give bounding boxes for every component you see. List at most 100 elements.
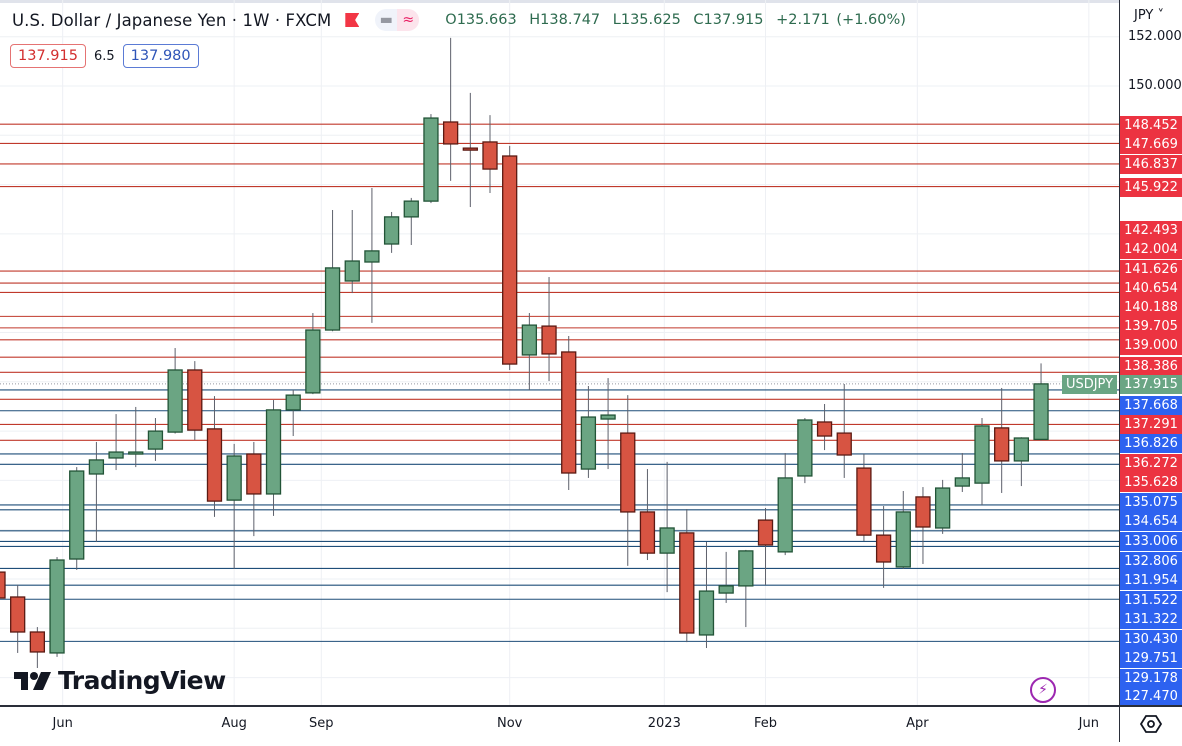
candle-down [994,427,1010,462]
candle-up [1033,383,1049,441]
lightning-icon[interactable]: ⚡ [1030,677,1056,703]
support-price-label: 129.178 [1120,668,1182,688]
resistance-price-label: 139.000 [1120,335,1182,355]
support-price-label: 131.954 [1120,570,1182,590]
candle-up [698,590,715,636]
top-border [0,0,1182,3]
resistance-price-label: 140.188 [1120,297,1182,317]
candle-up [777,477,793,553]
candle-up [954,477,970,487]
x-tick-label: Nov [496,716,523,731]
candlestick-chart[interactable] [0,0,1119,705]
spread-value: 6.5 [93,48,115,64]
candle-up [226,455,242,501]
candle-up [580,416,597,470]
candle-up [88,459,105,475]
candle-up [147,430,164,450]
change-value: +2.171 (+1.60%) [776,12,906,28]
open-value: O135.663 [445,12,517,28]
support-price-label: 130.430 [1120,629,1182,649]
approx-icon[interactable]: ≈ [397,9,420,31]
resistance-price-label: 145.922 [1120,177,1182,197]
indicator-toggle[interactable]: ▬ ≈ [375,9,420,31]
symbol-tag: USDJPY [1062,375,1117,394]
currency-dropdown[interactable]: JPY ˅ [1134,8,1164,23]
resistance-price-label: 142.493 [1120,220,1182,240]
candle-down [206,428,223,502]
resistance-price-label: 135.628 [1120,472,1182,492]
support-price-label: 129.751 [1120,648,1182,668]
quote-buttons: 137.915 6.5 137.980 [10,44,199,68]
resistance-price-label: 147.669 [1120,134,1182,154]
resistance-price-label: 138.386 [1120,356,1182,376]
candle-down [29,631,46,653]
flag-icon[interactable] [345,13,360,27]
settings-icon[interactable] [1120,707,1181,742]
settings-corner [1119,705,1182,742]
chart-legend: U.S. Dollar / Japanese Yen · 1W · FXCM ▬… [12,9,912,31]
minus-icon[interactable]: ▬ [379,12,393,28]
buy-button[interactable]: 137.980 [122,44,199,68]
x-tick-label: Aug [221,716,247,731]
resistance-price-label: 137.291 [1120,414,1182,434]
candle-down [10,596,26,633]
current-price-label: 137.915 [1120,375,1182,394]
x-tick-label: Jun [52,716,73,731]
candle-up [1013,437,1030,462]
support-price-label: 131.522 [1120,590,1182,610]
candle-up [305,329,321,394]
candle-down [482,141,498,170]
candle-up [403,200,419,218]
resistance-price-label: 141.626 [1120,259,1182,279]
support-price-label: 132.806 [1120,551,1182,571]
tradingview-logo-icon [14,671,51,690]
logo-text: TradingView [58,666,226,695]
resistance-price-label: 140.654 [1120,278,1182,298]
candle-up [738,550,754,587]
candle-up [600,414,616,420]
x-tick-label: Apr [906,716,929,731]
x-tick-label: 2023 [647,716,681,731]
candle-up [423,117,439,202]
x-tick-label: Jun [1078,716,1099,731]
candle-down [875,534,892,563]
candle-down [915,496,931,528]
candle-up [934,487,951,529]
tradingview-logo[interactable]: TradingView [14,666,226,695]
candle-up [521,324,538,356]
candle-up [108,451,124,459]
sell-button[interactable]: 137.915 [10,44,86,68]
symbol-title[interactable]: U.S. Dollar / Japanese Yen · 1W · FXCM [12,10,332,30]
candle-down [620,432,636,513]
resistance-price-label: 142.004 [1120,239,1182,259]
y-tick-label: 152.000 [1128,29,1182,44]
support-price-label: 136.826 [1120,433,1182,453]
candle-down [0,571,6,599]
low-value: L135.625 [612,12,681,28]
time-axis[interactable]: Jun Aug Sep Nov 2023 Feb Apr Jun [0,705,1119,742]
candle-down [856,467,872,536]
x-tick-label: Sep [309,716,334,731]
candle-down [246,453,262,495]
candle-down [561,351,577,474]
candle-down [187,369,203,431]
candle-up [167,369,183,433]
candle-down [442,121,459,145]
support-price-label: 127.470 [1120,686,1182,706]
resistance-price-label: 148.452 [1120,115,1182,135]
candle-up [265,409,282,495]
candle-down [816,421,833,437]
candle-up [69,470,85,560]
candle-up [324,267,341,331]
candle-down [639,511,656,554]
x-tick-label: Feb [754,716,778,731]
candle-up [344,260,360,282]
high-value: H138.747 [529,12,601,28]
support-price-label: 135.075 [1120,492,1182,512]
ohlc-values: O135.663 H138.747 L135.625 C137.915 +2.1… [445,12,912,28]
candle-down [757,519,774,546]
support-price-label: 134.654 [1120,511,1182,531]
candle-up [659,527,675,554]
close-value: C137.915 [693,12,764,28]
candle-up [128,451,144,455]
